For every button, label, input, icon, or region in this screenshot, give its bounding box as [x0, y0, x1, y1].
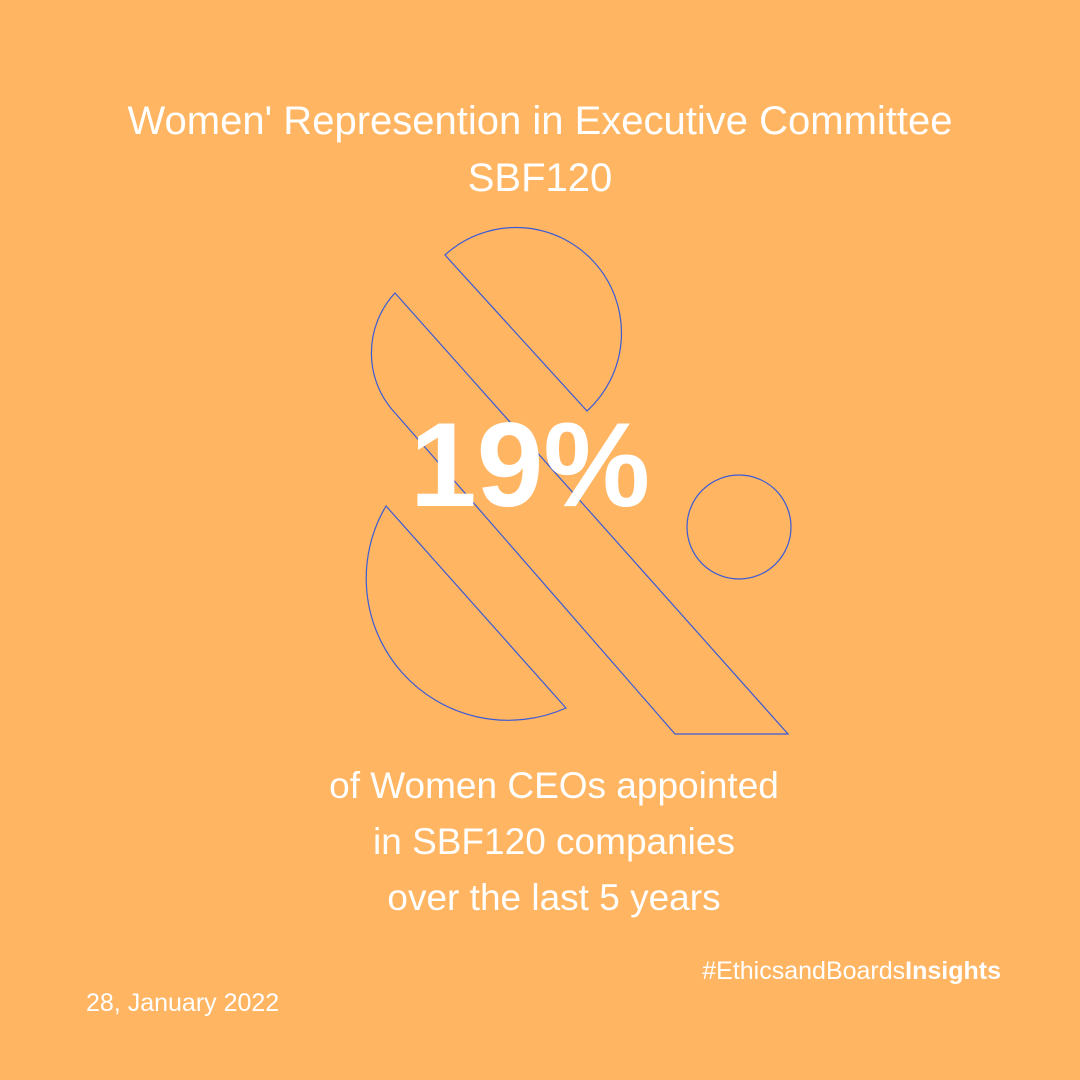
stat-caption: of Women CEOs appointed in SBF120 compan…: [0, 758, 1080, 926]
bottom-left-half-disc-shape: [365, 504, 567, 721]
stat-value: 19%: [409, 398, 651, 532]
caption-line-1: of Women CEOs appointed: [329, 765, 779, 806]
dot-circle-shape: [686, 474, 792, 580]
headline: Women' Represention in Executive Committ…: [0, 93, 1080, 207]
diagonal-band-shape: [370, 292, 790, 735]
caption-line-2: in SBF120 companies: [373, 821, 735, 862]
hashtag-bold: Insights: [905, 957, 1001, 985]
hashtag-prefix: #EthicsandBoards: [702, 957, 906, 985]
headline-line-2: SBF120: [467, 156, 613, 200]
caption-line-3: over the last 5 years: [387, 877, 721, 918]
top-right-half-disc-shape: [444, 226, 623, 412]
publish-date: 28, January 2022: [86, 989, 280, 1017]
hashtag: #EthicsandBoardsInsights: [702, 956, 1001, 986]
headline-line-1: Women' Represention in Executive Committ…: [127, 99, 953, 143]
